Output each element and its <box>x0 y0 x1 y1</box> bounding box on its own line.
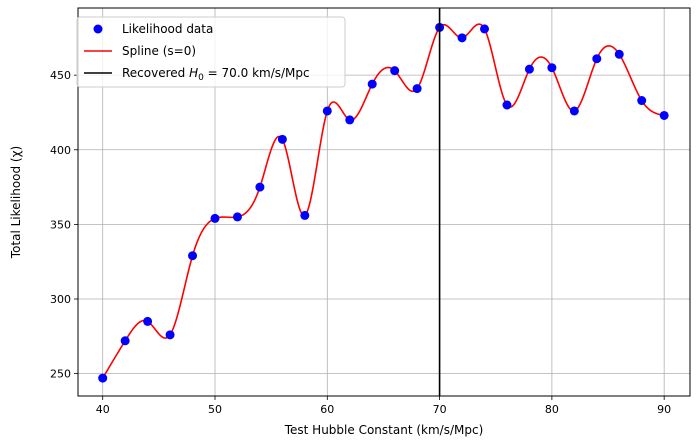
data-point <box>547 63 557 73</box>
data-point <box>569 106 579 116</box>
data-point <box>165 330 175 340</box>
y-tick-label: 400 <box>50 144 71 157</box>
legend-marker-likelihood-data <box>93 24 103 34</box>
data-point <box>659 110 669 120</box>
legend-label-recovered-h0: Recovered H0 = 70.0 km/s/Mpc <box>122 66 310 83</box>
x-tick-label: 80 <box>545 403 559 416</box>
data-point <box>300 210 310 220</box>
data-point <box>277 134 287 144</box>
x-tick-label: 40 <box>96 403 110 416</box>
data-point <box>367 79 377 89</box>
y-tick-label: 350 <box>50 218 71 231</box>
data-point <box>614 49 624 59</box>
legend-label-likelihood-data: Likelihood data <box>122 22 213 36</box>
y-tick-label: 450 <box>50 69 71 82</box>
data-point <box>188 251 198 261</box>
y-axis-label: Total Likelihood (χ) <box>9 146 23 259</box>
y-tick-label: 300 <box>50 293 71 306</box>
y-tick-label: 250 <box>50 368 71 381</box>
data-point <box>255 182 265 192</box>
data-point <box>120 336 130 346</box>
data-point <box>390 66 400 76</box>
data-point <box>412 84 422 94</box>
plot-frame <box>77 7 691 397</box>
data-point <box>210 213 220 223</box>
x-tick-label: 60 <box>320 403 334 416</box>
data-point <box>232 212 242 222</box>
legend-box <box>76 16 346 88</box>
x-tick-label: 70 <box>433 403 447 416</box>
data-point <box>502 100 512 110</box>
data-point <box>457 33 467 43</box>
data-point <box>322 106 332 116</box>
data-point <box>143 316 153 326</box>
legend-label-subscript: 0 <box>198 73 204 83</box>
x-axis-ticks: 40 50 60 70 80 90 <box>96 396 671 416</box>
data-points <box>98 22 669 383</box>
data-point <box>480 24 490 34</box>
legend-label-symbol: H <box>189 66 198 80</box>
x-tick-label: 90 <box>657 403 671 416</box>
legend: Likelihood data Spline (s=0) Recovered H… <box>76 16 346 88</box>
data-point <box>98 373 108 383</box>
data-point <box>524 64 534 74</box>
legend-label-spline: Spline (s=0) <box>122 44 196 58</box>
data-point <box>345 115 355 125</box>
data-point <box>637 96 647 106</box>
x-tick-label: 50 <box>208 403 222 416</box>
data-point <box>592 54 602 64</box>
legend-label-prefix: Recovered <box>122 66 189 80</box>
legend-label-suffix: = 70.0 km/s/Mpc <box>204 66 310 80</box>
x-axis-label: Test Hubble Constant (km/s/Mpc) <box>284 423 484 437</box>
y-axis-ticks: 250 300 350 400 450 <box>50 69 78 381</box>
